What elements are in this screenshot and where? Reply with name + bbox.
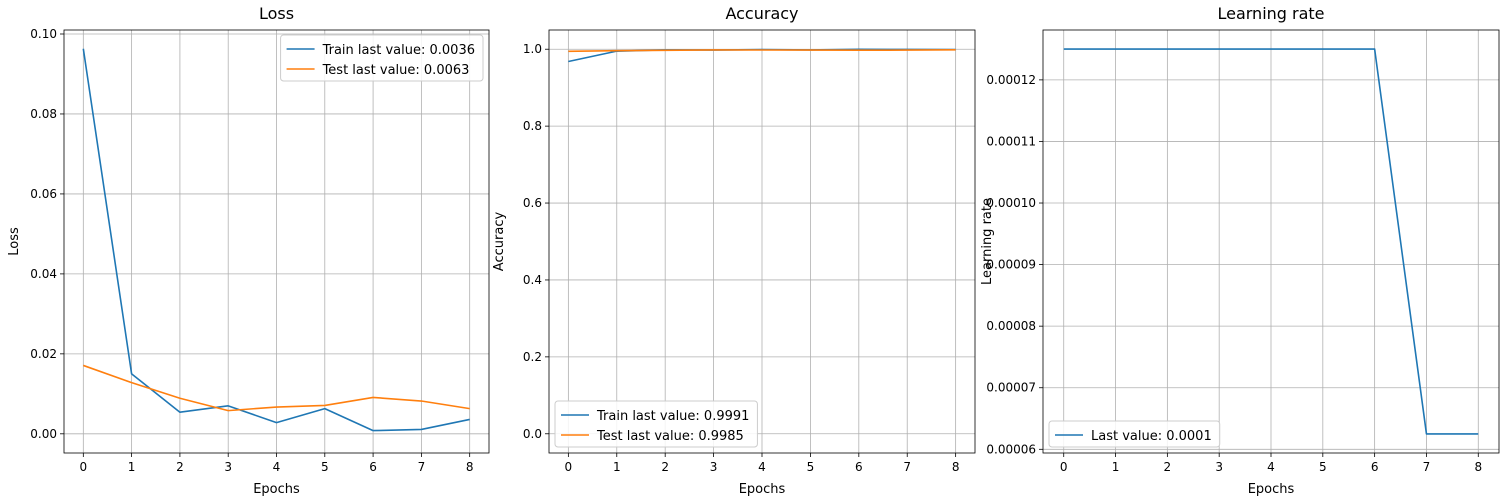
learning-rate-x-tick-label: 8 <box>1474 460 1482 474</box>
learning-rate-chart-title: Learning rate <box>1217 4 1324 23</box>
accuracy-y-tick-label: 0.8 <box>523 119 542 133</box>
accuracy-x-axis-label: Epochs <box>739 482 786 497</box>
learning-rate-y-axis-label: Learning rate <box>980 198 995 285</box>
loss-x-axis-label: Epochs <box>253 482 300 497</box>
learning-rate-train-series-line <box>1063 48 1479 435</box>
loss-x-tick-label: 7 <box>418 460 426 474</box>
learning-rate-y-tick-label: 0.00006 <box>986 442 1036 456</box>
loss-x-ticks: 0 1 2 3 4 5 6 7 8 <box>79 453 474 474</box>
loss-y-tick-label: 0.10 <box>30 27 57 41</box>
accuracy-x-tick-label: 0 <box>565 460 573 474</box>
accuracy-legend: Train last value: 0.9991 Test last value… <box>554 400 758 448</box>
loss-train-series-line <box>82 48 470 432</box>
learning-rate-x-tick-label: 7 <box>1423 460 1431 474</box>
learning-rate-x-tick-label: 3 <box>1215 460 1223 474</box>
loss-x-tick-label: 0 <box>79 460 87 474</box>
learning-rate-legend-label: Last value: 0.0001 <box>1091 429 1212 444</box>
loss-chart-title: Loss <box>259 4 294 23</box>
loss-legend-test-label: Test last value: 0.0063 <box>322 63 470 78</box>
loss-y-ticks: 0.00 0.02 0.04 0.06 0.08 0.10 <box>30 27 64 441</box>
learning-rate-y-tick-label: 0.00011 <box>986 134 1036 148</box>
accuracy-x-tick-label: 4 <box>758 460 766 474</box>
loss-y-axis-label: Loss <box>7 227 22 256</box>
learning-rate-x-axis-label: Epochs <box>1248 482 1295 497</box>
learning-rate-legend-box <box>1048 420 1221 448</box>
learning-rate-y-tick-label: 0.00007 <box>986 381 1036 395</box>
loss-x-tick-label: 5 <box>321 460 329 474</box>
accuracy-y-tick-label: 0.2 <box>523 350 542 364</box>
loss-grid <box>64 30 489 453</box>
loss-y-tick-label: 0.04 <box>30 267 57 281</box>
accuracy-y-tick-label: 0.4 <box>523 273 542 287</box>
accuracy-x-tick-label: 8 <box>952 460 960 474</box>
accuracy-x-tick-label: 2 <box>661 460 669 474</box>
accuracy-y-tick-label: 1.0 <box>523 42 542 56</box>
learning-rate-x-tick-label: 2 <box>1164 460 1172 474</box>
loss-x-tick-label: 8 <box>466 460 474 474</box>
learning-rate-y-tick-label: 0.00010 <box>986 196 1036 210</box>
loss-x-tick-label: 6 <box>369 460 377 474</box>
loss-x-tick-label: 2 <box>176 460 184 474</box>
accuracy-y-tick-label: 0.0 <box>523 427 542 441</box>
loss-legend-box <box>280 34 484 82</box>
loss-y-tick-label: 0.06 <box>30 187 57 201</box>
accuracy-x-tick-label: 5 <box>807 460 815 474</box>
learning-rate-y-tick-label: 0.00009 <box>986 258 1036 272</box>
learning-rate-y-tick-label: 0.00008 <box>986 319 1036 333</box>
accuracy-legend-train-label: Train last value: 0.9991 <box>596 409 749 424</box>
accuracy-x-ticks: 0 1 2 3 4 5 6 7 8 <box>565 453 960 474</box>
accuracy-series <box>568 48 956 63</box>
loss-legend: Train last value: 0.0036 Test last value… <box>280 34 484 82</box>
learning-rate-y-tick-label: 0.00012 <box>986 73 1036 87</box>
learning-rate-x-tick-label: 5 <box>1319 460 1327 474</box>
accuracy-legend-box <box>554 400 758 448</box>
loss-y-tick-label: 0.00 <box>30 427 57 441</box>
learning-rate-x-tick-label: 4 <box>1267 460 1275 474</box>
loss-series <box>82 48 470 432</box>
accuracy-x-tick-label: 7 <box>903 460 911 474</box>
learning-rate-legend: Last value: 0.0001 <box>1048 420 1221 448</box>
loss-y-tick-label: 0.02 <box>30 347 57 361</box>
loss-legend-train-label: Train last value: 0.0036 <box>322 43 475 58</box>
accuracy-x-tick-label: 6 <box>855 460 863 474</box>
accuracy-y-axis-label: Accuracy <box>492 212 507 272</box>
loss-x-tick-label: 3 <box>224 460 232 474</box>
learning-rate-x-tick-label: 0 <box>1060 460 1068 474</box>
learning-rate-x-tick-label: 1 <box>1112 460 1120 474</box>
accuracy-panel: 0 1 2 3 4 5 6 7 8 0.0 0.2 0.4 0.6 0.8 1.0 Accuracy Ep… <box>492 4 976 497</box>
loss-x-tick-label: 1 <box>128 460 136 474</box>
accuracy-test-series-line <box>568 49 956 53</box>
learning-rate-y-ticks: 0.00006 0.00007 0.00008 0.00009 0.00010 0.000… <box>986 73 1043 456</box>
loss-y-tick-label: 0.08 <box>30 107 57 121</box>
accuracy-x-tick-label: 3 <box>710 460 718 474</box>
accuracy-chart-title: Accuracy <box>725 4 798 23</box>
accuracy-y-tick-label: 0.6 <box>523 196 542 210</box>
accuracy-y-ticks: 0.0 0.2 0.4 0.6 0.8 1.0 <box>523 42 549 441</box>
learning-rate-x-tick-label: 6 <box>1371 460 1379 474</box>
loss-x-tick-label: 4 <box>273 460 281 474</box>
loss-test-series-line <box>83 364 470 412</box>
accuracy-x-tick-label: 1 <box>613 460 621 474</box>
accuracy-legend-test-label: Test last value: 0.9985 <box>596 429 744 444</box>
learning-rate-series <box>1063 48 1479 435</box>
learning-rate-grid <box>1043 30 1499 453</box>
learning-rate-x-ticks: 0 1 2 3 4 5 6 7 8 <box>1060 453 1482 474</box>
